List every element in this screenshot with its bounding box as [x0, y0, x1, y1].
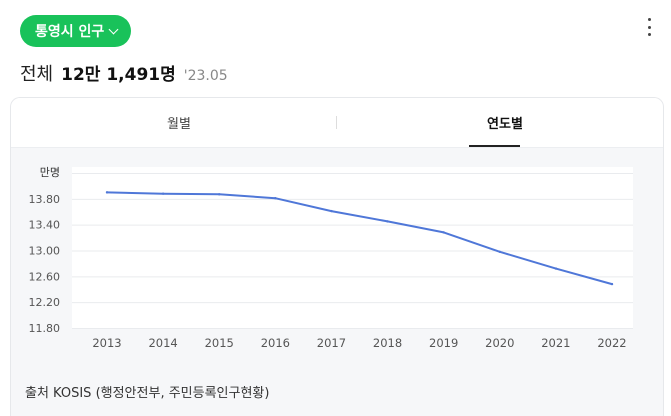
tab-monthly[interactable]: 월별: [167, 117, 191, 132]
chart-panel: 월별 연도별 11.80 12.20 12.60 13.00 13.40 13.80 만명 2…: [10, 97, 664, 416]
x-tick-label: 2016: [261, 336, 290, 350]
data-point: [442, 231, 445, 234]
x-tick-label: 2019: [429, 336, 458, 350]
data-point: [386, 220, 389, 223]
x-tick-label: 2015: [205, 336, 234, 350]
tab-divider: [336, 116, 337, 129]
x-tick-label: 2014: [148, 336, 177, 350]
data-point: [610, 282, 614, 286]
x-tick-label: 2018: [373, 336, 402, 350]
series-line: [106, 191, 613, 286]
total-label: 전체: [20, 64, 54, 85]
x-tick-label: 2021: [541, 336, 570, 350]
as-of-date: '23.05: [183, 68, 228, 84]
total-value: 12만 1,491명: [61, 65, 176, 85]
data-point: [274, 196, 277, 200]
plot-area: [72, 167, 633, 328]
y-tick-label: 13.00: [29, 245, 61, 258]
y-tick-label: 12.20: [29, 296, 61, 309]
region-select-button[interactable]: 통영시 인구: [20, 15, 132, 47]
population-summary: 전체 12만 1,491명 '23.05: [20, 60, 228, 85]
x-tick-label: 2017: [317, 336, 346, 350]
population-line-chart: 11.80 12.20 12.60 13.00 13.40 13.80 만명 2013 2014…: [29, 166, 633, 350]
region-select-label: 통영시 인구: [35, 24, 105, 40]
data-source: 출처 KOSIS (행정안전부, 주민등록인구현황): [25, 386, 270, 401]
y-tick-label: 13.40: [29, 219, 61, 232]
x-tick-label: 2020: [485, 336, 514, 350]
data-point: [105, 191, 109, 194]
x-tick-label: 2022: [597, 336, 626, 350]
data-point: [554, 267, 558, 270]
y-tick-label: 13.80: [29, 193, 61, 206]
tab-bar: 월별 연도별: [11, 98, 663, 148]
more-options-icon[interactable]: [644, 18, 654, 36]
tab-yearly[interactable]: 연도별: [487, 117, 523, 132]
active-tab-indicator: [469, 145, 520, 147]
data-point: [218, 193, 221, 196]
data-point: [498, 250, 501, 253]
header: 통영시 인구 전체 12만 1,491명 '23.05: [0, 0, 671, 100]
chevron-down-icon: [108, 24, 119, 35]
data-point: [330, 209, 333, 213]
y-tick-label: 11.80: [29, 322, 61, 335]
y-tick-label: 12.60: [29, 270, 61, 283]
y-axis-label: 만명: [40, 166, 60, 179]
data-point: [161, 192, 165, 195]
x-tick-label: 2013: [92, 336, 121, 350]
